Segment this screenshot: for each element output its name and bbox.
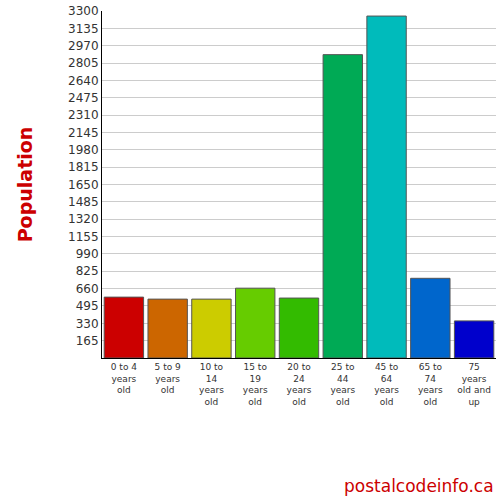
svg-text:65 to74yearsold: 65 to74yearsold xyxy=(418,362,443,407)
svg-text:25 to44yearsold: 25 to44yearsold xyxy=(330,362,355,407)
svg-text:15 to19yearsold: 15 to19yearsold xyxy=(243,362,268,407)
svg-text:2640: 2640 xyxy=(68,74,99,88)
svg-text:1320: 1320 xyxy=(68,212,99,226)
svg-text:825: 825 xyxy=(76,264,99,278)
svg-text:1650: 1650 xyxy=(68,178,99,192)
svg-text:2970: 2970 xyxy=(68,39,99,53)
svg-text:Population: Population xyxy=(14,127,36,243)
svg-text:495: 495 xyxy=(76,299,99,313)
svg-text:20 to24yearsold: 20 to24yearsold xyxy=(287,362,312,407)
svg-text:75yearsold andup: 75yearsold andup xyxy=(457,362,491,407)
svg-text:3135: 3135 xyxy=(68,22,99,36)
svg-text:330: 330 xyxy=(76,317,99,331)
svg-text:2145: 2145 xyxy=(68,126,99,140)
svg-text:990: 990 xyxy=(76,247,99,261)
svg-text:1485: 1485 xyxy=(68,195,99,209)
svg-text:1980: 1980 xyxy=(68,143,99,157)
svg-text:2805: 2805 xyxy=(68,56,99,70)
svg-text:45 to64yearsold: 45 to64yearsold xyxy=(374,362,399,407)
svg-text:2310: 2310 xyxy=(68,108,99,122)
svg-text:0 to 4yearsold: 0 to 4yearsold xyxy=(111,362,137,395)
svg-text:1155: 1155 xyxy=(68,230,99,244)
svg-text:2475: 2475 xyxy=(68,91,99,105)
svg-text:660: 660 xyxy=(76,282,99,296)
svg-text:165: 165 xyxy=(76,334,99,348)
svg-text:5 to 9yearsold: 5 to 9yearsold xyxy=(155,362,181,395)
svg-text:postalcodeinfo.ca: postalcodeinfo.ca xyxy=(344,476,494,496)
svg-text:10 to14yearsold: 10 to14yearsold xyxy=(199,362,224,407)
svg-text:1815: 1815 xyxy=(68,160,99,174)
svg-text:3300: 3300 xyxy=(68,4,99,18)
